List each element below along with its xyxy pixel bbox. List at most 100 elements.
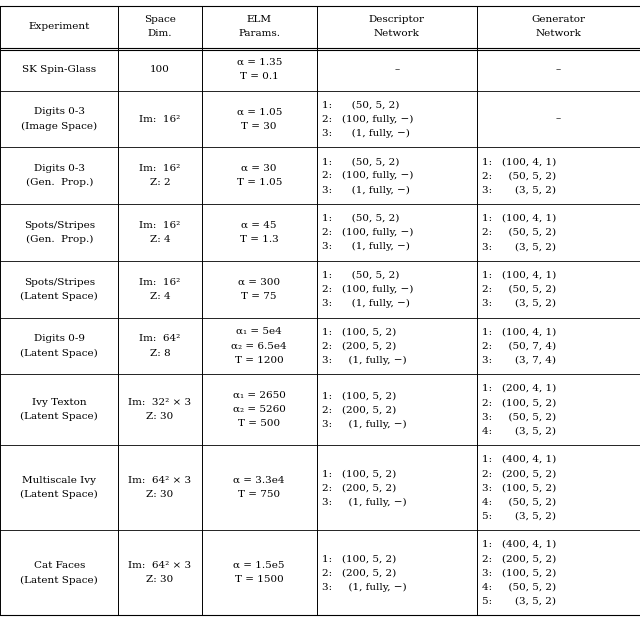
Text: Im:  16²: Im: 16² <box>140 164 180 173</box>
Text: Z: 4: Z: 4 <box>150 235 170 244</box>
Text: 100: 100 <box>150 65 170 74</box>
Text: (Image Space): (Image Space) <box>21 122 97 130</box>
Text: Im:  16²: Im: 16² <box>140 221 180 230</box>
Text: Z: 30: Z: 30 <box>147 576 173 584</box>
Text: Z: 30: Z: 30 <box>147 412 173 422</box>
Text: 3:   (100, 5, 2): 3: (100, 5, 2) <box>482 483 556 492</box>
Text: T = 0.1: T = 0.1 <box>240 72 278 81</box>
Text: Spots/Stripes: Spots/Stripes <box>24 278 95 287</box>
Text: Im:  64²: Im: 64² <box>140 334 180 343</box>
Text: Dim.: Dim. <box>148 29 172 39</box>
Text: α = 1.05: α = 1.05 <box>237 107 282 116</box>
Text: α = 45: α = 45 <box>241 221 277 230</box>
Text: Im:  16²: Im: 16² <box>140 278 180 287</box>
Text: T = 750: T = 750 <box>238 491 280 499</box>
Text: 3:     (1, fully, −): 3: (1, fully, −) <box>322 582 406 592</box>
Text: 1:   (100, 5, 2): 1: (100, 5, 2) <box>322 327 396 337</box>
Text: Im:  32² × 3: Im: 32² × 3 <box>129 398 191 407</box>
Text: 2:   (200, 5, 2): 2: (200, 5, 2) <box>482 554 556 563</box>
Text: 2:   (200, 5, 2): 2: (200, 5, 2) <box>322 406 396 414</box>
Text: –: – <box>556 114 561 124</box>
Text: Experiment: Experiment <box>29 22 90 31</box>
Text: α₁ = 2650: α₁ = 2650 <box>233 391 285 400</box>
Text: –: – <box>556 65 561 74</box>
Text: T = 1200: T = 1200 <box>235 356 284 365</box>
Text: 2:   (200, 5, 2): 2: (200, 5, 2) <box>322 568 396 578</box>
Text: 3:      (1, fully, −): 3: (1, fully, −) <box>322 129 410 138</box>
Text: T = 1.3: T = 1.3 <box>240 235 278 244</box>
Text: (Latent Space): (Latent Space) <box>20 576 98 584</box>
Text: 2:   (100, fully, −): 2: (100, fully, −) <box>322 228 413 237</box>
Text: 5:       (3, 5, 2): 5: (3, 5, 2) <box>482 512 556 520</box>
Text: 4:     (50, 5, 2): 4: (50, 5, 2) <box>482 497 556 507</box>
Text: 3:      (1, fully, −): 3: (1, fully, −) <box>322 186 410 194</box>
Text: α = 3.3e4: α = 3.3e4 <box>234 476 285 485</box>
Text: 2:     (50, 5, 2): 2: (50, 5, 2) <box>482 284 556 294</box>
Text: 1:      (50, 5, 2): 1: (50, 5, 2) <box>322 214 399 223</box>
Text: Cat Faces: Cat Faces <box>33 561 85 570</box>
Text: Digits 0-9: Digits 0-9 <box>34 334 84 343</box>
Text: α₁ = 5e4: α₁ = 5e4 <box>236 327 282 337</box>
Text: Network: Network <box>374 29 420 39</box>
Text: (Gen.  Prop.): (Gen. Prop.) <box>26 178 93 188</box>
Text: 3:   (100, 5, 2): 3: (100, 5, 2) <box>482 568 556 578</box>
Text: (Latent Space): (Latent Space) <box>20 292 98 301</box>
Text: 1:   (100, 5, 2): 1: (100, 5, 2) <box>322 554 396 563</box>
Text: T = 1500: T = 1500 <box>235 576 284 584</box>
Text: Digits 0-3: Digits 0-3 <box>34 107 84 116</box>
Text: Ivy Texton: Ivy Texton <box>32 398 86 407</box>
Text: 5:       (3, 5, 2): 5: (3, 5, 2) <box>482 597 556 605</box>
Text: Z: 2: Z: 2 <box>150 178 170 188</box>
Text: 1:   (100, 4, 1): 1: (100, 4, 1) <box>482 214 556 223</box>
Text: 2:   (100, fully, −): 2: (100, fully, −) <box>322 114 413 124</box>
Text: 2:   (200, 5, 2): 2: (200, 5, 2) <box>322 483 396 492</box>
Text: –: – <box>394 65 399 74</box>
Text: α₂ = 5260: α₂ = 5260 <box>233 406 285 414</box>
Text: 1:   (100, 4, 1): 1: (100, 4, 1) <box>482 157 556 166</box>
Text: 3:       (3, 5, 2): 3: (3, 5, 2) <box>482 242 556 251</box>
Text: (Latent Space): (Latent Space) <box>20 491 98 499</box>
Text: T = 30: T = 30 <box>241 122 277 130</box>
Text: 1:   (400, 4, 1): 1: (400, 4, 1) <box>482 455 556 464</box>
Text: 4:       (3, 5, 2): 4: (3, 5, 2) <box>482 427 556 435</box>
Text: Space: Space <box>144 16 176 24</box>
Text: T = 500: T = 500 <box>238 419 280 428</box>
Text: 1:   (100, 4, 1): 1: (100, 4, 1) <box>482 327 556 337</box>
Text: Im:  64² × 3: Im: 64² × 3 <box>129 476 191 485</box>
Text: 2:     (50, 5, 2): 2: (50, 5, 2) <box>482 228 556 237</box>
Text: α = 1.5e5: α = 1.5e5 <box>234 561 285 570</box>
Text: 3:      (1, fully, −): 3: (1, fully, −) <box>322 242 410 252</box>
Text: Generator: Generator <box>531 16 586 24</box>
Text: 3:       (3, 7, 4): 3: (3, 7, 4) <box>482 356 556 365</box>
Text: SK Spin-Glass: SK Spin-Glass <box>22 65 96 74</box>
Text: 2:     (50, 7, 4): 2: (50, 7, 4) <box>482 342 556 350</box>
Text: Z: 8: Z: 8 <box>150 348 170 358</box>
Text: 3:     (1, fully, −): 3: (1, fully, −) <box>322 497 406 507</box>
Text: α = 300: α = 300 <box>238 278 280 287</box>
Text: 1:   (100, 5, 2): 1: (100, 5, 2) <box>322 391 396 400</box>
Text: 2:   (100, fully, −): 2: (100, fully, −) <box>322 171 413 180</box>
Text: (Latent Space): (Latent Space) <box>20 412 98 422</box>
Text: Multiscale Ivy: Multiscale Ivy <box>22 476 96 485</box>
Text: 1:   (200, 4, 1): 1: (200, 4, 1) <box>482 384 556 393</box>
Text: 1:      (50, 5, 2): 1: (50, 5, 2) <box>322 157 399 166</box>
Text: ELM: ELM <box>246 16 272 24</box>
Text: α = 30: α = 30 <box>241 164 277 173</box>
Text: Digits 0-3: Digits 0-3 <box>34 164 84 173</box>
Text: 2:   (200, 5, 2): 2: (200, 5, 2) <box>322 342 396 350</box>
Text: Network: Network <box>536 29 581 39</box>
Text: 4:     (50, 5, 2): 4: (50, 5, 2) <box>482 582 556 592</box>
Text: 2:   (100, 5, 2): 2: (100, 5, 2) <box>482 398 556 407</box>
Text: Z: 4: Z: 4 <box>150 292 170 301</box>
Text: 1:   (100, 5, 2): 1: (100, 5, 2) <box>322 469 396 478</box>
Text: Params.: Params. <box>238 29 280 39</box>
Text: 3:       (3, 5, 2): 3: (3, 5, 2) <box>482 186 556 194</box>
Text: 1:      (50, 5, 2): 1: (50, 5, 2) <box>322 101 399 109</box>
Text: 1:   (100, 4, 1): 1: (100, 4, 1) <box>482 271 556 279</box>
Text: 1:      (50, 5, 2): 1: (50, 5, 2) <box>322 271 399 279</box>
Text: (Latent Space): (Latent Space) <box>20 348 98 358</box>
Text: (Gen.  Prop.): (Gen. Prop.) <box>26 235 93 244</box>
Text: Spots/Stripes: Spots/Stripes <box>24 221 95 230</box>
Text: 3:     (1, fully, −): 3: (1, fully, −) <box>322 419 406 428</box>
Text: 2:   (100, fully, −): 2: (100, fully, −) <box>322 284 413 294</box>
